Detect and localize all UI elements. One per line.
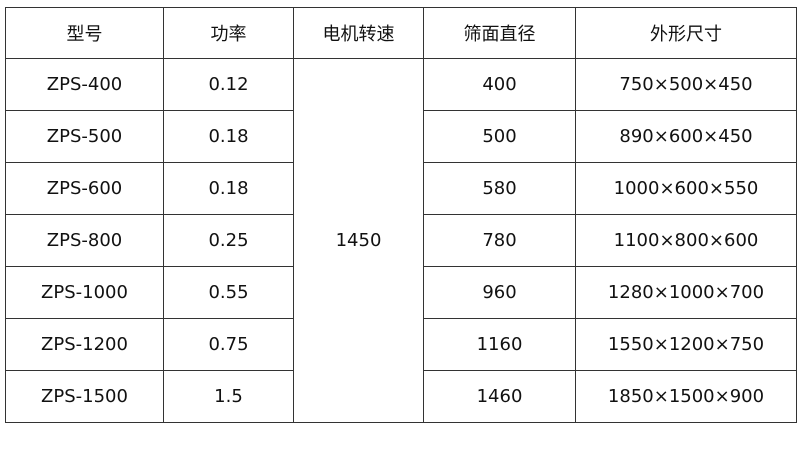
table-row: ZPS-600 0.18 580 1000×600×550 [5, 162, 797, 215]
cell-model: ZPS-1500 [5, 370, 164, 423]
cell-diameter: 400 [423, 58, 576, 111]
cell-size: 890×600×450 [575, 110, 797, 163]
cell-model: ZPS-1000 [5, 266, 164, 319]
table-row: ZPS-1500 1.5 1460 1850×1500×900 [5, 370, 797, 423]
table-row: ZPS-500 0.18 500 890×600×450 [5, 110, 797, 163]
cell-size: 1280×1000×700 [575, 266, 797, 319]
header-size: 外形尺寸 [575, 7, 797, 59]
cell-power: 0.12 [163, 58, 294, 111]
cell-diameter: 580 [423, 162, 576, 215]
cell-size: 1000×600×550 [575, 162, 797, 215]
table-row: ZPS-400 0.12 1450 400 750×500×450 [5, 58, 797, 423]
cell-diameter: 500 [423, 110, 576, 163]
spec-table: 型号 功率 电机转速 筛面直径 外形尺寸 ZPS-400 0.12 1450 400 7… [5, 7, 797, 423]
header-motor-speed: 电机转速 [293, 7, 424, 59]
cell-motor-speed: 1450 [293, 58, 424, 423]
cell-diameter: 1160 [423, 318, 576, 371]
cell-power: 0.55 [163, 266, 294, 319]
cell-model: ZPS-800 [5, 214, 164, 267]
cell-model: ZPS-600 [5, 162, 164, 215]
cell-size: 1550×1200×750 [575, 318, 797, 371]
header-diameter: 筛面直径 [423, 7, 576, 59]
cell-power: 0.18 [163, 110, 294, 163]
table-row: ZPS-1200 0.75 1160 1550×1200×750 [5, 318, 797, 371]
cell-model: ZPS-500 [5, 110, 164, 163]
cell-power: 0.18 [163, 162, 294, 215]
cell-size: 1850×1500×900 [575, 370, 797, 423]
cell-diameter: 780 [423, 214, 576, 267]
cell-power: 0.25 [163, 214, 294, 267]
cell-power: 0.75 [163, 318, 294, 371]
cell-model: ZPS-400 [5, 58, 164, 111]
cell-size: 1100×800×600 [575, 214, 797, 267]
cell-size: 750×500×450 [575, 58, 797, 111]
cell-diameter: 960 [423, 266, 576, 319]
cell-model: ZPS-1200 [5, 318, 164, 371]
header-power: 功率 [163, 7, 294, 59]
cell-power: 1.5 [163, 370, 294, 423]
cell-diameter: 1460 [423, 370, 576, 423]
table-row: ZPS-1000 0.55 960 1280×1000×700 [5, 266, 797, 319]
table-row: ZPS-800 0.25 780 1100×800×600 [5, 214, 797, 267]
header-model: 型号 [5, 7, 164, 59]
header-row: 型号 功率 电机转速 筛面直径 外形尺寸 [5, 7, 797, 59]
